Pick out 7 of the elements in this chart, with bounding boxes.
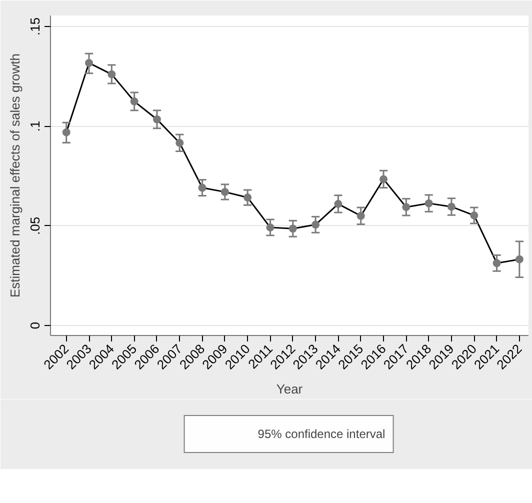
y-tick-label: .15 <box>28 17 42 36</box>
y-tick-label: .05 <box>28 216 42 235</box>
x-axis-title: Year <box>276 381 304 396</box>
text: 95% confidence interval <box>258 427 386 441</box>
y-tick-label: 0 <box>28 322 42 330</box>
y-tick-label: .1 <box>28 120 42 132</box>
y-axis-title: Estimated marginal effects of sales growth <box>8 53 22 298</box>
